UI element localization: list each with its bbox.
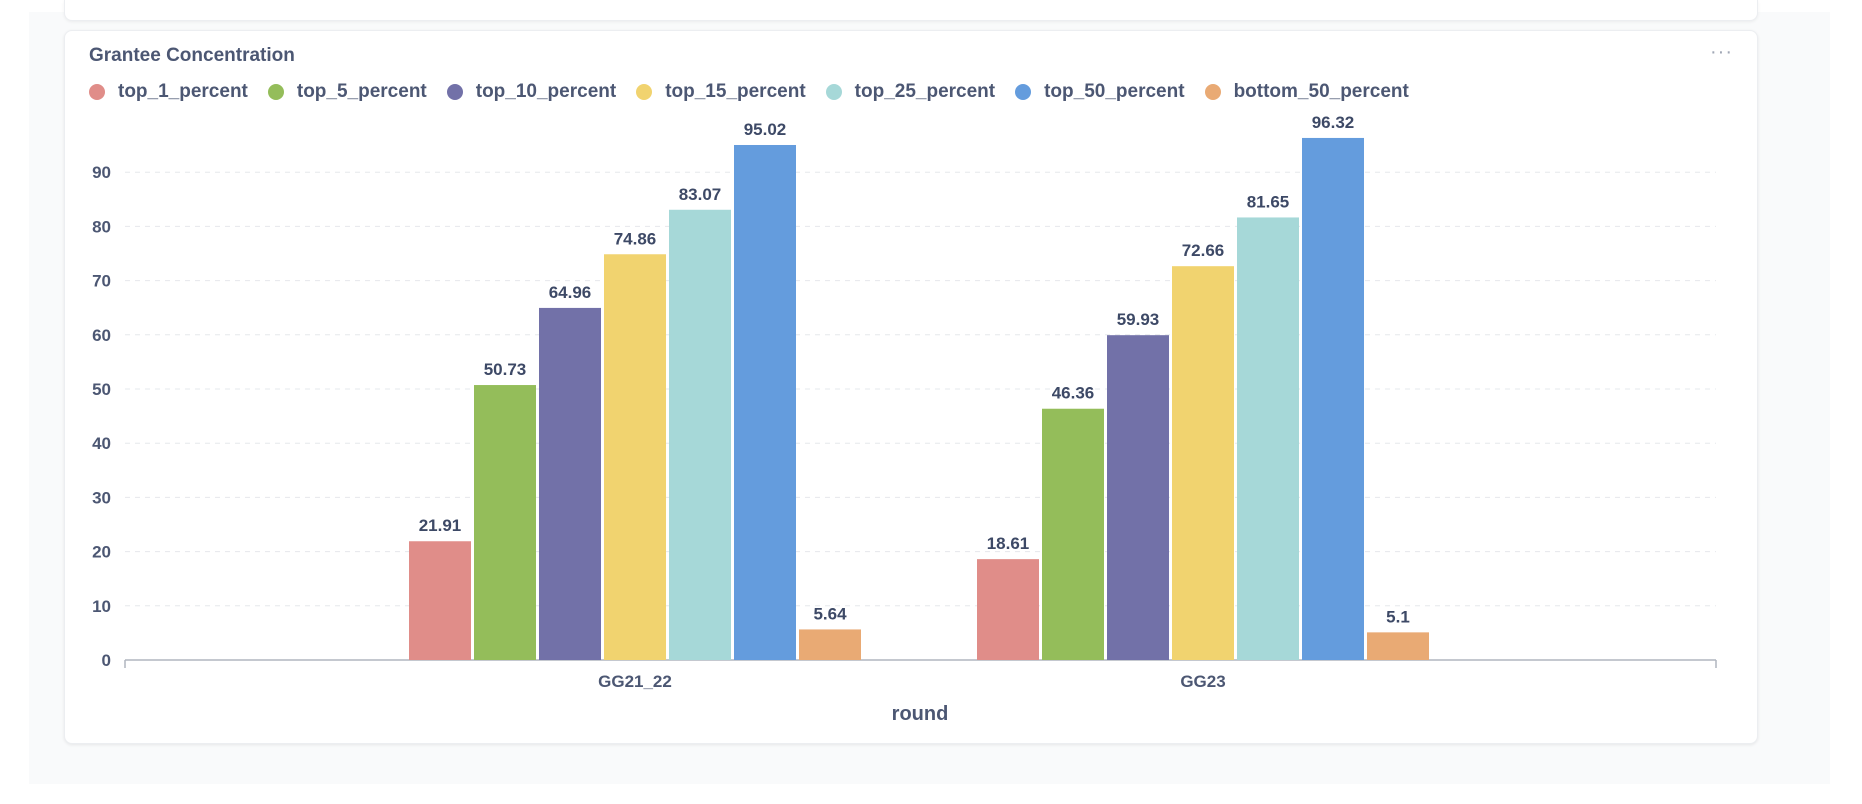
y-tick-label: 10 xyxy=(92,597,111,616)
y-tick-label: 80 xyxy=(92,217,111,236)
data-label: 95.02 xyxy=(744,120,787,139)
bar-top_25_percent-GG21_22[interactable] xyxy=(669,209,731,660)
legend-item-top_1_percent[interactable]: top_1_percent xyxy=(89,81,248,103)
bar-top_15_percent-GG21_22[interactable] xyxy=(604,254,666,661)
data-label: 64.96 xyxy=(549,283,592,302)
legend-item-top_15_percent[interactable]: top_15_percent xyxy=(636,81,806,103)
legend-item-top_10_percent[interactable]: top_10_percent xyxy=(446,81,617,103)
y-tick-label: 20 xyxy=(92,543,111,562)
data-label: 18.61 xyxy=(987,534,1030,553)
bar-top_5_percent-GG23[interactable] xyxy=(1042,408,1104,660)
bar-top_25_percent-GG23[interactable] xyxy=(1237,217,1299,660)
legend-item-top_50_percent[interactable]: top_50_percent xyxy=(1015,81,1185,103)
legend-dot-icon xyxy=(89,84,105,100)
legend-item-top_5_percent[interactable]: top_5_percent xyxy=(267,81,427,103)
legend-dot-icon xyxy=(636,84,653,100)
data-label: 83.07 xyxy=(679,185,722,204)
data-label: 21.91 xyxy=(419,516,462,535)
legend-dot-icon xyxy=(267,84,284,100)
legend-label: bottom_50_percent xyxy=(1233,81,1409,102)
data-label: 59.93 xyxy=(1117,310,1160,329)
legend-label: top_50_percent xyxy=(1044,81,1185,102)
x-tick-label: GG21_22 xyxy=(598,672,672,691)
bar-top_10_percent-GG23[interactable] xyxy=(1107,335,1169,660)
y-tick-label: 30 xyxy=(92,488,111,507)
x-axis-title: round xyxy=(892,703,949,725)
legend-dot-icon xyxy=(825,84,842,100)
data-label: 5.64 xyxy=(813,604,847,623)
y-tick-label: 50 xyxy=(92,380,111,399)
bar-bottom_50_percent-GG23[interactable] xyxy=(1367,632,1429,660)
legend-label: top_15_percent xyxy=(665,81,806,102)
legend-label: top_25_percent xyxy=(854,81,996,102)
legend-label: top_5_percent xyxy=(296,81,427,102)
data-label: 72.66 xyxy=(1182,241,1225,260)
data-label: 50.73 xyxy=(484,360,527,379)
chart-title: Grantee Concentration xyxy=(89,45,295,66)
data-label: 74.86 xyxy=(614,229,657,248)
legend-dot-icon xyxy=(1015,84,1032,100)
legend-dot-icon xyxy=(1204,84,1221,100)
bar-top_50_percent-GG21_22[interactable] xyxy=(734,144,796,661)
y-tick-label: 60 xyxy=(92,326,111,345)
more-options-icon[interactable]: ··· xyxy=(1710,41,1733,63)
chart-card: Grantee Concentration ··· top_1_percent t… xyxy=(64,30,1758,744)
bar-top_50_percent-GG23[interactable] xyxy=(1302,137,1364,660)
data-label: 96.32 xyxy=(1312,113,1355,132)
y-tick-label: 40 xyxy=(92,434,111,453)
bar-top_10_percent-GG21_22[interactable] xyxy=(539,307,601,660)
bar-top_1_percent-GG21_22[interactable] xyxy=(409,541,471,660)
data-label: 46.36 xyxy=(1052,384,1095,403)
bar-top_1_percent-GG23[interactable] xyxy=(977,559,1039,660)
bar-top_15_percent-GG23[interactable] xyxy=(1172,266,1234,660)
data-label: 81.65 xyxy=(1247,192,1290,211)
y-tick-label: 90 xyxy=(92,163,111,182)
bar-bottom_50_percent-GG21_22[interactable] xyxy=(799,629,861,660)
legend-item-bottom_50_percent[interactable]: bottom_50_percent xyxy=(1204,81,1409,103)
x-tick-label: GG23 xyxy=(1180,672,1225,691)
chart-legend: top_1_percent top_5_percent top_10_percent… xyxy=(89,81,1429,103)
previous-card xyxy=(64,0,1758,21)
legend-dot-icon xyxy=(446,84,463,100)
legend-label: top_1_percent xyxy=(118,81,248,102)
y-tick-label: 70 xyxy=(92,272,111,291)
legend-label: top_10_percent xyxy=(475,81,617,102)
legend-item-top_25_percent[interactable]: top_25_percent xyxy=(825,81,996,103)
y-tick-label: 0 xyxy=(102,651,111,670)
bar-top_5_percent-GG21_22[interactable] xyxy=(474,385,536,660)
data-label: 5.1 xyxy=(1386,607,1410,626)
